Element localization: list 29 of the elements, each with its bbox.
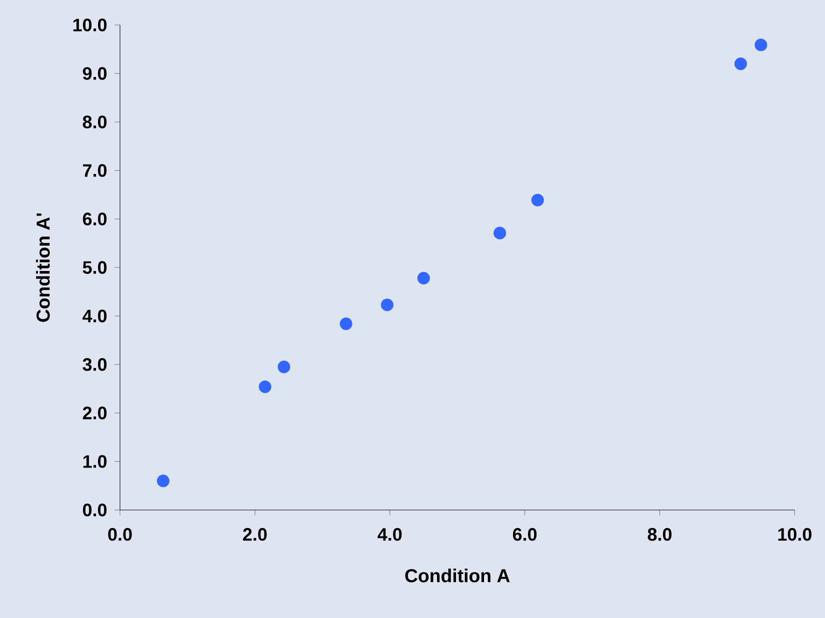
point [417, 272, 430, 284]
x-tick-label: 8.0 [648, 528, 672, 541]
point [494, 226, 506, 240]
x-axis-title: Condition A [405, 568, 510, 582]
y-tick-label: 3.0 [82, 358, 107, 371]
y-tick-label: 7.0 [83, 164, 107, 177]
y-tick-label: 5.0 [82, 261, 107, 274]
point [531, 194, 544, 206]
point [380, 298, 394, 312]
y-tick-label: 10.0 [73, 18, 107, 32]
point [156, 474, 170, 488]
y-tick-label: 9.0 [82, 67, 107, 80]
y-tick-label: 8.0 [82, 116, 107, 128]
x-tick-label: 6.0 [512, 528, 537, 541]
point [258, 380, 272, 394]
x-tick-label: 0.0 [108, 528, 132, 541]
y-tick-label: 1.0 [83, 455, 107, 468]
point [278, 360, 290, 374]
y-tick-label: 4.0 [82, 310, 107, 322]
y-tick-label: 6.0 [82, 212, 107, 226]
y-axis-title: Condition A' [36, 213, 50, 322]
x-tick-label: 2.0 [243, 528, 267, 541]
point [340, 317, 352, 330]
y-tick-label: 0.0 [82, 504, 107, 516]
y-tick-label: 2.0 [82, 406, 107, 420]
point [734, 58, 747, 70]
x-tick-label: 10.0 [778, 528, 812, 541]
point [754, 38, 768, 52]
x-tick-label: 4.0 [378, 528, 402, 541]
